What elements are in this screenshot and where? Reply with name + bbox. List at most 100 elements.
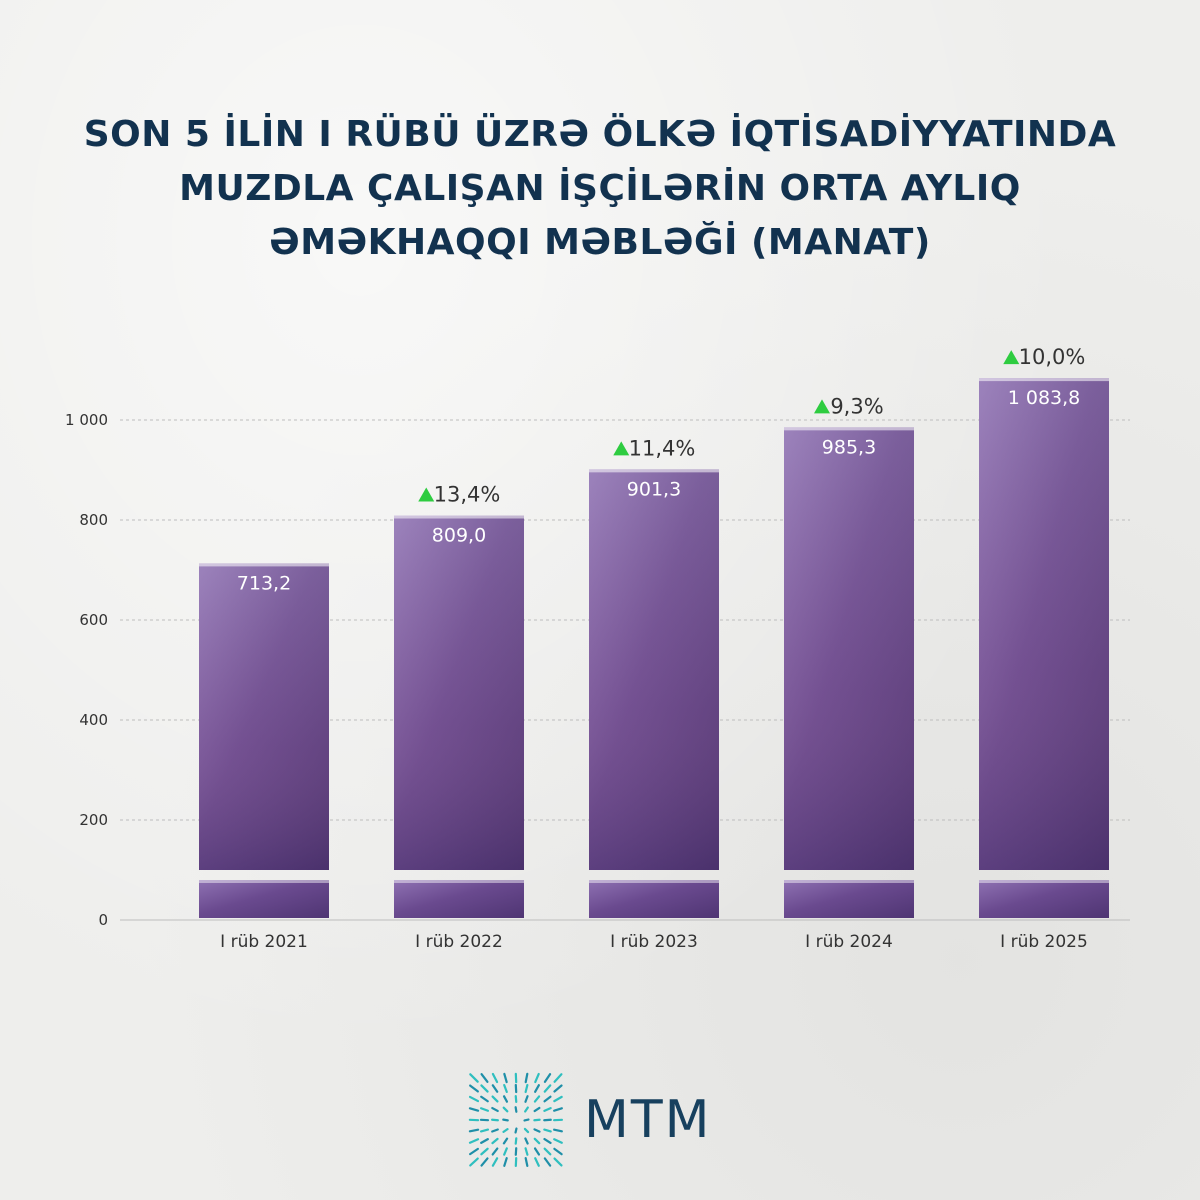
bar-base bbox=[784, 880, 914, 918]
logo-ray bbox=[553, 1147, 563, 1156]
bar-value-label: 985,3 bbox=[822, 436, 876, 458]
logo-ray bbox=[553, 1138, 563, 1144]
y-tick-label: 200 bbox=[79, 811, 108, 829]
logo-ray bbox=[514, 1137, 518, 1145]
logo-ray bbox=[468, 1095, 480, 1103]
logo-ray bbox=[514, 1106, 518, 1113]
logo-ray bbox=[543, 1157, 552, 1167]
logo-ray bbox=[524, 1137, 529, 1145]
logo-ray bbox=[553, 1157, 563, 1167]
logo-ray bbox=[503, 1157, 508, 1167]
bar-base-highlight bbox=[199, 880, 329, 883]
y-tick-label: 400 bbox=[79, 711, 108, 729]
bar-base-highlight bbox=[784, 880, 914, 883]
title-line-2: MUZDLA ÇALIŞAN İŞÇİLƏRİN ORTA AYLIQ bbox=[179, 168, 1021, 209]
bar-shade bbox=[784, 427, 914, 870]
bar-value-label: 809,0 bbox=[432, 525, 486, 547]
logo-ray bbox=[479, 1128, 490, 1133]
bar-base bbox=[979, 880, 1109, 918]
logo-ray bbox=[503, 1147, 508, 1156]
bar-shade bbox=[199, 563, 329, 870]
bar-base-highlight bbox=[979, 880, 1109, 883]
x-category-label: I rüb 2021 bbox=[220, 932, 308, 952]
bar-base-highlight bbox=[589, 880, 719, 883]
growth-up-arrow-icon bbox=[814, 399, 830, 414]
growth-percent-label: 10,0% bbox=[1019, 345, 1086, 369]
x-category-label: I rüb 2025 bbox=[1000, 932, 1088, 952]
bar-shade bbox=[589, 469, 719, 870]
logo-ray bbox=[503, 1083, 508, 1094]
chart-title: SON 5 İLİN I RÜBÜ ÜZRƏ ÖLKƏ İQTİSADİYYAT… bbox=[0, 108, 1200, 270]
logo-ray bbox=[533, 1106, 541, 1113]
logo-ray bbox=[491, 1118, 499, 1122]
logo-ray bbox=[514, 1127, 518, 1134]
logo-ray bbox=[502, 1095, 509, 1103]
logo-ray bbox=[491, 1157, 499, 1167]
growth-up-arrow-icon bbox=[1003, 350, 1020, 365]
logo-ray bbox=[502, 1106, 509, 1113]
logo-ray bbox=[491, 1137, 499, 1145]
logo-ray bbox=[524, 1106, 529, 1113]
logo-ray bbox=[553, 1084, 563, 1093]
logo-ray bbox=[491, 1106, 499, 1113]
x-category-label: I rüb 2022 bbox=[415, 932, 503, 952]
bars-layer bbox=[199, 378, 1109, 918]
logo-ray bbox=[543, 1137, 552, 1145]
title-line-3: ƏMƏKHAQQI MƏBLƏĞİ (MANAT) bbox=[269, 222, 931, 263]
mtm-logo: MTM bbox=[468, 1072, 768, 1172]
bar-top-highlight bbox=[784, 427, 914, 431]
logo-ray bbox=[524, 1147, 529, 1156]
growth-percent-label: 11,4% bbox=[629, 436, 696, 460]
logo-ray bbox=[503, 1072, 508, 1084]
bar-top-highlight bbox=[589, 469, 719, 473]
bar-shade bbox=[394, 515, 524, 870]
logo-ray bbox=[533, 1137, 541, 1145]
growth-percent-label: 9,3% bbox=[830, 394, 883, 418]
logo-ray bbox=[553, 1107, 563, 1112]
logo-ray bbox=[480, 1095, 489, 1103]
x-category-label: I rüb 2024 bbox=[805, 932, 893, 952]
logo-ray bbox=[524, 1072, 529, 1084]
bar-shade bbox=[979, 378, 1109, 870]
logo-ray bbox=[534, 1084, 540, 1093]
logo-ray bbox=[480, 1157, 489, 1167]
logo-ray bbox=[491, 1095, 499, 1103]
y-tick-label: 1 000 bbox=[65, 411, 108, 429]
logo-ray bbox=[543, 1107, 552, 1112]
logo-ray bbox=[469, 1157, 479, 1167]
mtm-logo-text: MTM bbox=[584, 1090, 712, 1150]
logo-ray bbox=[553, 1128, 563, 1133]
logo-ray bbox=[543, 1095, 552, 1103]
logo-ray bbox=[553, 1095, 563, 1103]
logo-ray bbox=[469, 1073, 479, 1083]
bar-base-highlight bbox=[394, 880, 524, 883]
x-category-label: I rüb 2023 bbox=[610, 932, 698, 952]
logo-ray bbox=[553, 1073, 563, 1083]
logo-ray bbox=[524, 1095, 529, 1103]
bar-base bbox=[394, 880, 524, 918]
growth-up-arrow-icon bbox=[613, 441, 630, 456]
bar-base bbox=[589, 880, 719, 918]
logo-ray bbox=[543, 1073, 552, 1083]
logo-ray bbox=[491, 1084, 499, 1093]
logo-ray bbox=[502, 1128, 509, 1133]
bar-top-highlight bbox=[979, 378, 1109, 382]
bar-value-label: 713,2 bbox=[237, 572, 291, 594]
logo-ray bbox=[468, 1128, 480, 1133]
logo-ray bbox=[523, 1127, 530, 1134]
bar-value-label: 901,3 bbox=[627, 478, 681, 500]
growth-percent-label: 13,4% bbox=[434, 483, 501, 507]
logo-ray bbox=[491, 1072, 499, 1084]
logo-ray bbox=[524, 1083, 529, 1094]
logo-ray bbox=[543, 1128, 552, 1133]
logo-ray bbox=[534, 1157, 540, 1167]
logo-ray bbox=[469, 1147, 479, 1156]
logo-ray bbox=[480, 1073, 489, 1083]
logo-ray bbox=[524, 1157, 529, 1167]
bar-value-label: 1 083,8 bbox=[1008, 387, 1081, 409]
logo-ray bbox=[480, 1147, 489, 1156]
bar-base bbox=[199, 880, 329, 918]
logo-ray bbox=[480, 1138, 489, 1144]
logo-ray bbox=[523, 1118, 530, 1122]
